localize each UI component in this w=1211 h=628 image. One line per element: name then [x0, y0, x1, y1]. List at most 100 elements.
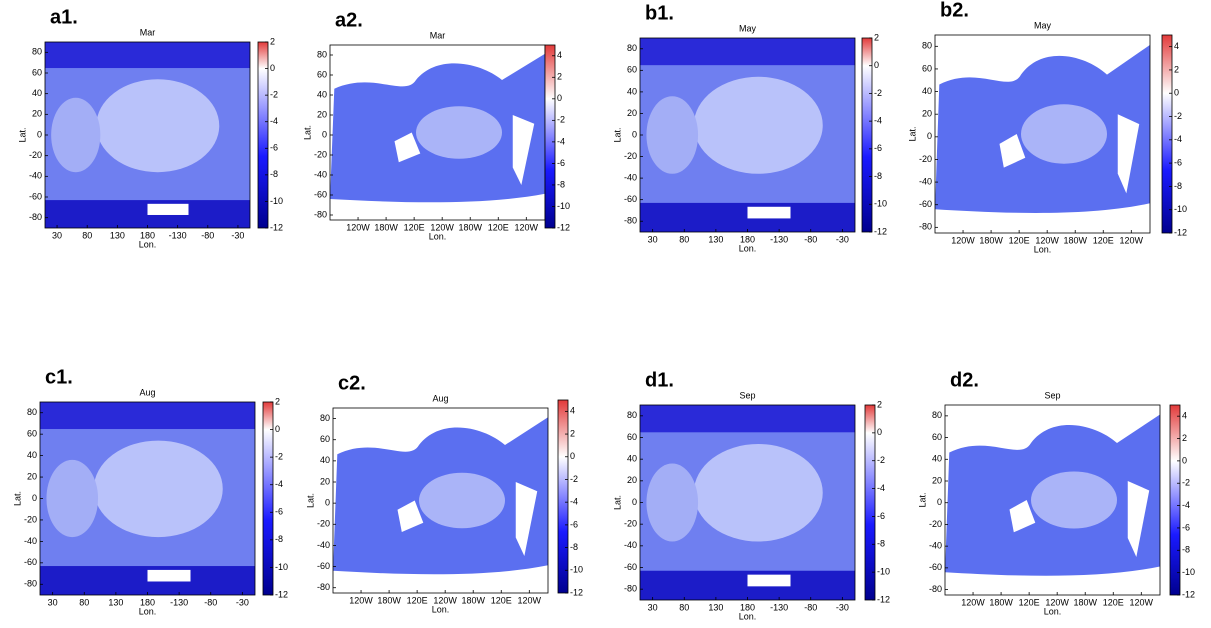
land: [394, 132, 421, 163]
colorbar-tick-label: -10: [275, 562, 288, 572]
panel-label: b1.: [645, 2, 674, 24]
colorbar-tick-label: 0: [1174, 88, 1179, 98]
map-field: [945, 405, 1160, 595]
y-tick-label: -20: [919, 154, 932, 164]
colorbar-tick-label: 2: [557, 72, 562, 82]
colorbar-tick-label: -8: [1174, 181, 1182, 191]
colorbar-tick-label: 0: [557, 93, 562, 103]
map-field: [333, 408, 548, 593]
y-tick-label: -60: [929, 562, 942, 572]
x-tick-label: 120E: [1093, 235, 1114, 245]
y-axis-label: Lat.: [12, 491, 22, 506]
y-tick-label: -80: [919, 222, 932, 232]
x-tick-label: 180: [140, 597, 155, 607]
y-tick-label: 0: [632, 497, 637, 507]
x-tick-label: 30: [48, 597, 58, 607]
x-tick-label: 120E: [491, 595, 512, 605]
y-tick-label: 40: [627, 454, 637, 464]
colorbar-tick-label: -8: [570, 542, 578, 552]
x-tick-label: 30: [52, 230, 62, 240]
land: [1117, 114, 1140, 194]
ocean-light: [1021, 104, 1107, 164]
y-tick-label: -80: [624, 584, 637, 594]
colorbar-tick-label: 2: [1182, 433, 1187, 443]
x-tick-label: -30: [836, 234, 849, 244]
colorbar: [864, 404, 876, 601]
y-tick-label: 60: [27, 429, 37, 439]
colorbar-tick-label: -4: [1174, 134, 1182, 144]
field-gap: [747, 574, 791, 587]
colorbar-tick-label: -12: [1182, 589, 1195, 599]
colorbar-tick-label: -2: [270, 90, 278, 100]
colorbar-tick-label: 2: [877, 399, 882, 409]
y-tick-label: -40: [624, 172, 637, 182]
panel-title: Sep: [739, 390, 755, 400]
y-tick-label: 40: [922, 86, 932, 96]
colorbar-tick-label: -10: [570, 565, 583, 575]
x-tick-label: 120E: [488, 222, 509, 232]
x-tick-label: 130: [708, 602, 723, 612]
colorbar-tick-label: -8: [874, 171, 882, 181]
field-light: [693, 444, 823, 542]
y-tick-label: 60: [932, 432, 942, 442]
x-tick-label: 120W: [430, 222, 454, 232]
colorbar-tick-label: -10: [874, 199, 887, 209]
colorbar-tick-label: 4: [1174, 41, 1179, 51]
x-tick-label: -130: [170, 597, 188, 607]
colorbar-tick-label: -6: [557, 158, 565, 168]
colorbar-tick-label: -2: [1174, 111, 1182, 121]
y-tick-label: 40: [317, 89, 327, 99]
x-tick-label: -30: [236, 597, 249, 607]
colorbar-tick-label: 0: [270, 63, 275, 73]
y-tick-label: 0: [927, 131, 932, 141]
y-tick-label: 20: [320, 476, 330, 486]
panel-label: a1.: [50, 6, 78, 28]
field-gap: [747, 206, 791, 219]
plot-frame: [934, 34, 1151, 234]
land: [397, 500, 424, 532]
x-tick-label: 180W: [461, 595, 485, 605]
y-tick-label: -80: [314, 209, 327, 219]
panel-label: c1.: [45, 366, 73, 388]
x-tick-label: 80: [679, 602, 689, 612]
field-north: [640, 38, 855, 66]
y-tick-label: -60: [24, 557, 37, 567]
y-tick-label: 40: [32, 88, 42, 98]
y-tick-label: -60: [29, 191, 42, 201]
colorbar-tick-label: -6: [275, 507, 283, 517]
colorbar-tick-label: -8: [877, 539, 885, 549]
y-tick-label: 80: [932, 410, 942, 420]
y-axis-label: Lat.: [917, 492, 927, 507]
x-tick-label: 180: [740, 234, 755, 244]
land: [999, 134, 1026, 168]
panel-title: Aug: [139, 387, 155, 397]
y-tick-label: -80: [29, 212, 42, 222]
x-tick-label: 120E: [1009, 235, 1030, 245]
colorbar-tick-label: -2: [557, 115, 565, 125]
y-tick-label: 20: [922, 109, 932, 119]
field-light: [646, 463, 699, 542]
colorbar-tick-label: -10: [270, 196, 283, 206]
x-tick-label: -80: [804, 602, 817, 612]
colorbar-tick-label: -4: [877, 483, 885, 493]
colorbar-tick-label: 0: [877, 427, 882, 437]
x-tick-label: 80: [679, 234, 689, 244]
x-tick-label: 80: [79, 597, 89, 607]
field-light: [646, 96, 699, 174]
colorbar: [544, 44, 556, 229]
x-tick-label: 120W: [515, 222, 539, 232]
x-tick-label: 120W: [433, 595, 457, 605]
x-tick-label: -80: [201, 230, 214, 240]
y-tick-label: 80: [320, 413, 330, 423]
colorbar-tick-label: -8: [270, 169, 278, 179]
y-tick-label: -20: [29, 150, 42, 160]
colorbar-tick-label: 2: [570, 428, 575, 438]
y-axis-label: Lat.: [612, 127, 622, 142]
colorbar-tick-label: -10: [1174, 204, 1187, 214]
y-tick-label: 20: [932, 475, 942, 485]
y-tick-label: -20: [624, 519, 637, 529]
colorbar: [557, 399, 569, 594]
y-tick-label: -60: [919, 199, 932, 209]
colorbar-tick-label: -12: [874, 226, 887, 236]
colorbar-tick-label: -6: [1182, 522, 1190, 532]
